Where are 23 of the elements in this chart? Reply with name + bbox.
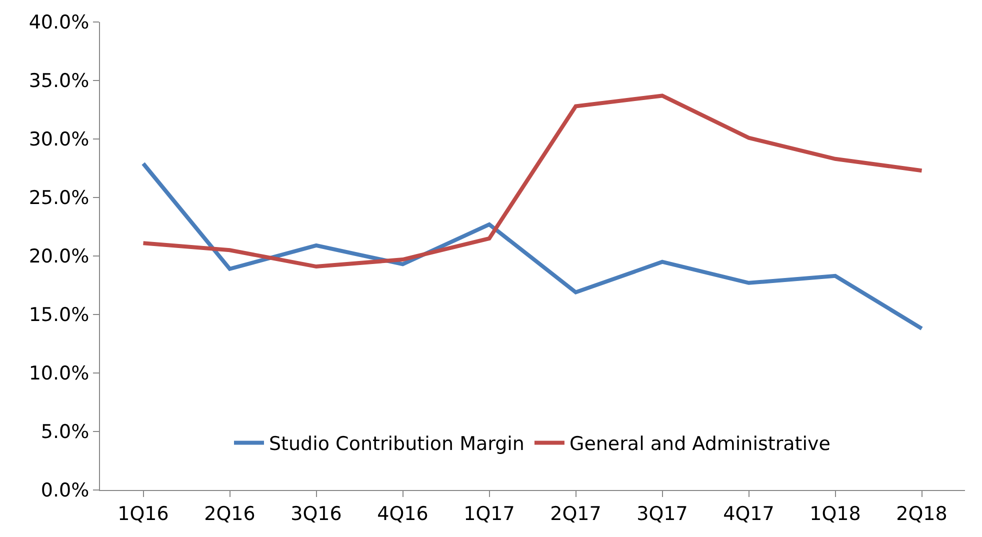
x-tick-label: 1Q17 <box>464 502 515 525</box>
x-tick-label: 4Q17 <box>723 502 774 525</box>
y-tick-label: 0.0% <box>40 480 90 502</box>
legend-label: General and Administrative <box>569 433 830 456</box>
y-tick-label: 35.0% <box>28 70 90 92</box>
x-tick-label: 1Q18 <box>810 502 861 525</box>
x-tick-label: 4Q16 <box>377 502 428 525</box>
y-tick-label: 30.0% <box>28 128 90 151</box>
line-series <box>141 94 924 269</box>
x-tick-label: 2Q17 <box>550 502 602 525</box>
line-series <box>141 162 924 331</box>
x-tick-label: 3Q17 <box>636 502 688 525</box>
x-tick-label: 2Q16 <box>204 502 256 525</box>
y-tick-label: 40.0% <box>28 12 90 34</box>
x-tick-label: 2Q18 <box>896 502 948 525</box>
y-tick-label: 10.0% <box>28 362 90 385</box>
y-tick-label: 15.0% <box>28 304 90 326</box>
y-tick-label: 5.0% <box>40 421 90 444</box>
y-tick-label: 20.0% <box>28 246 90 268</box>
x-tick-label: 3Q16 <box>290 502 342 525</box>
y-tick-label: 25.0% <box>28 187 90 210</box>
x-tick-label: 1Q16 <box>118 502 169 525</box>
legend-label: Studio Contribution Margin <box>269 433 524 456</box>
